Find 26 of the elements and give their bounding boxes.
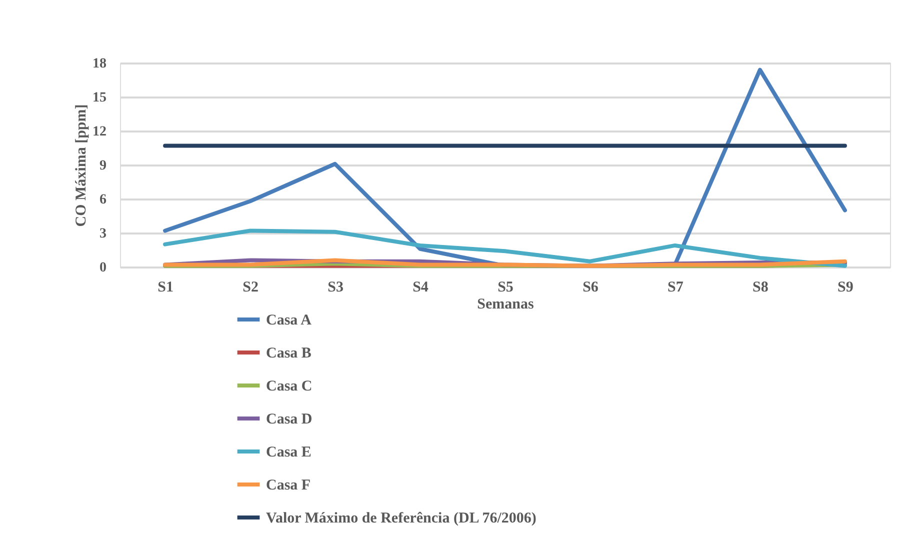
x-tick-label: S6 (582, 280, 599, 296)
x-tick-label: S3 (328, 280, 344, 296)
legend-label: Casa A (266, 312, 312, 328)
y-tick-label: 18 (92, 56, 106, 72)
x-tick-label: S5 (498, 280, 514, 296)
y-tick-label: 0 (100, 260, 106, 276)
x-axis-title: Semanas (477, 296, 534, 312)
y-tick-label: 12 (92, 124, 106, 140)
legend-label: Casa B (266, 346, 312, 362)
x-tick-label: S9 (838, 280, 854, 296)
legend-label: Casa D (266, 412, 312, 428)
y-tick-label: 3 (100, 226, 106, 242)
y-tick-label: 6 (100, 192, 106, 208)
x-tick-label: S4 (412, 280, 429, 296)
y-tick-label: 9 (100, 158, 106, 174)
legend-label: Casa E (266, 444, 312, 460)
line-series (163, 228, 847, 268)
y-axis-title: CO Máxima [ppm] (74, 104, 90, 227)
y-tick-label: 15 (92, 90, 106, 106)
x-tick-label: S8 (752, 280, 768, 296)
legend-label: Valor Máximo de Referência (DL 76/2006) (266, 510, 536, 526)
legend-label: Casa C (266, 378, 312, 394)
legend-label: Casa F (266, 478, 311, 494)
x-tick-label: S7 (668, 280, 684, 296)
x-tick-label: S1 (158, 280, 174, 296)
x-tick-label: S2 (242, 280, 258, 296)
